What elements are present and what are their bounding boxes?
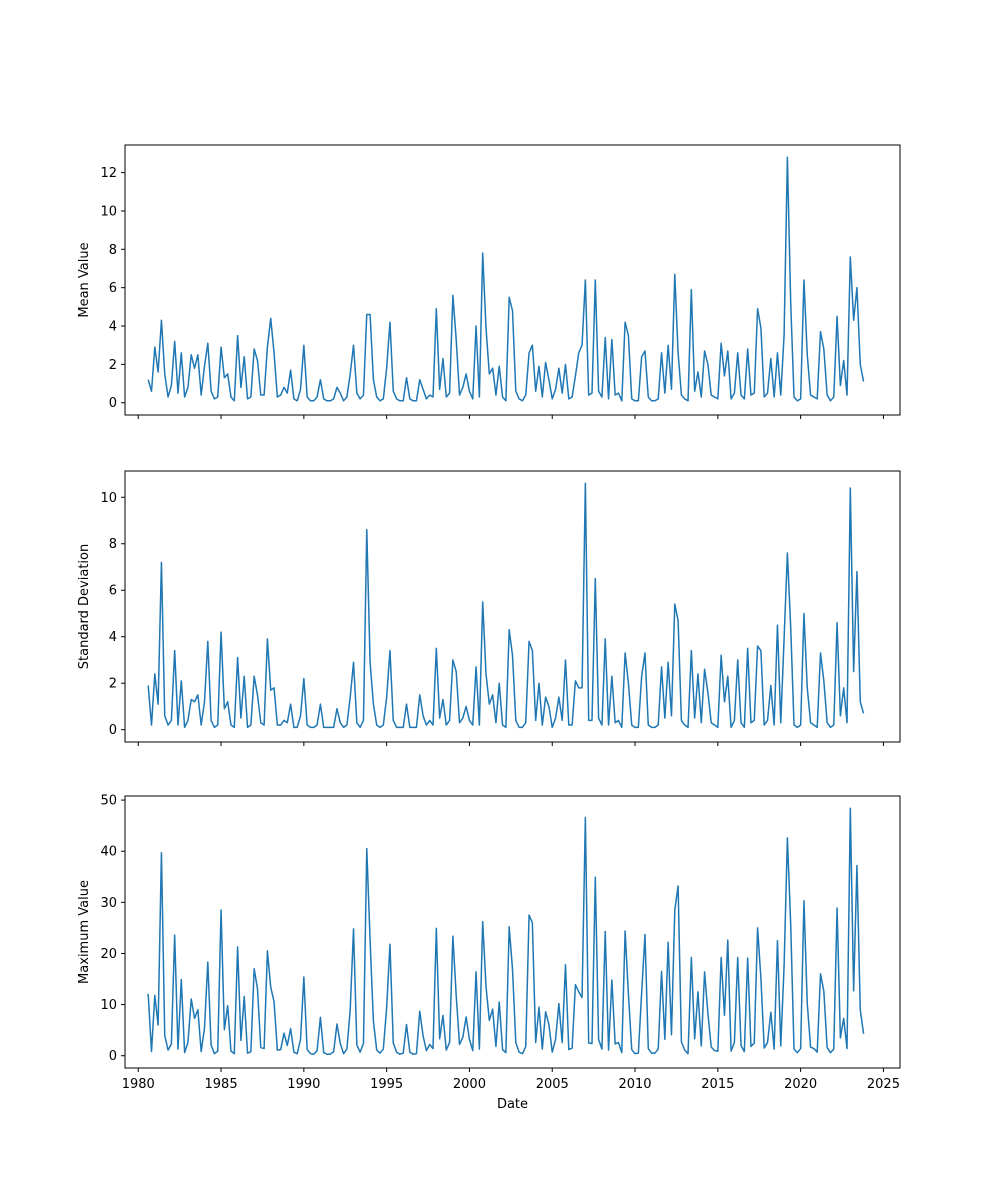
maximum-value-xtick-label: 2000 [453,1077,486,1092]
standard-deviation-axes-frame [124,470,901,743]
mean-value-ytick-label: 2 [109,358,117,373]
standard-deviation-ytick-label: 6 [109,584,117,599]
maximum-value-ytick-label: 40 [100,845,117,860]
maximum-value-xtick-label: 2015 [701,1077,734,1092]
standard-deviation-ytick-label: 4 [109,630,117,645]
maximum-value-ytick-label: 50 [100,794,117,809]
maximum-value-xtick-label: 1995 [370,1077,403,1092]
mean-value-ytick-label: 12 [100,166,117,181]
maximum-value-series-line [147,807,865,1055]
mean-value-ytick-label: 0 [109,396,117,411]
mean-value-ylabel: Mean Value [77,242,92,317]
standard-deviation-ylabel: Standard Deviation [77,544,92,669]
maximum-value-ytick-label: 0 [109,1049,117,1064]
maximum-value-xtick-label: 2025 [867,1077,900,1092]
maximum-value-xtick-label: 1980 [122,1077,155,1092]
maximum-value-xtick-label: 1990 [287,1077,320,1092]
maximum-value-xtick-label: 2010 [618,1077,651,1092]
maximum-value-panel: 0 10 20 30 40 50 1980 1985 1990 1995 2000 2005 2010 2… [77,794,901,1112]
maximum-value-xtick-label: 1985 [205,1077,238,1092]
maximum-value-ytick-label: 20 [100,947,117,962]
mean-value-ytick-label: 10 [100,204,117,219]
standard-deviation-ytick-label: 2 [109,677,117,692]
standard-deviation-ytick-label: 10 [100,491,117,506]
mean-value-ytick-label: 4 [109,320,117,335]
maximum-value-ytick-label: 30 [100,896,117,911]
standard-deviation-ytick-label: 0 [109,723,117,738]
standard-deviation-panel: 0 2 4 6 8 10 Standard Deviation [77,470,901,746]
mean-value-ytick-label: 8 [109,243,117,258]
mean-value-axes-frame [124,144,901,416]
maximum-value-xlabel: Date [497,1097,528,1112]
maximum-value-ylabel: Maximum Value [77,880,92,984]
standard-deviation-series-line [147,482,865,729]
maximum-value-ytick-label: 10 [100,998,117,1013]
mean-value-panel: 0 2 4 6 8 10 12 Mean Value [77,144,901,419]
standard-deviation-ytick-label: 8 [109,537,117,552]
mean-value-series-line [147,156,865,402]
maximum-value-axes-frame [124,795,901,1069]
mean-value-ytick-label: 6 [109,281,117,296]
maximum-value-xtick-label: 2020 [784,1077,817,1092]
maximum-value-xtick-label: 2005 [536,1077,569,1092]
